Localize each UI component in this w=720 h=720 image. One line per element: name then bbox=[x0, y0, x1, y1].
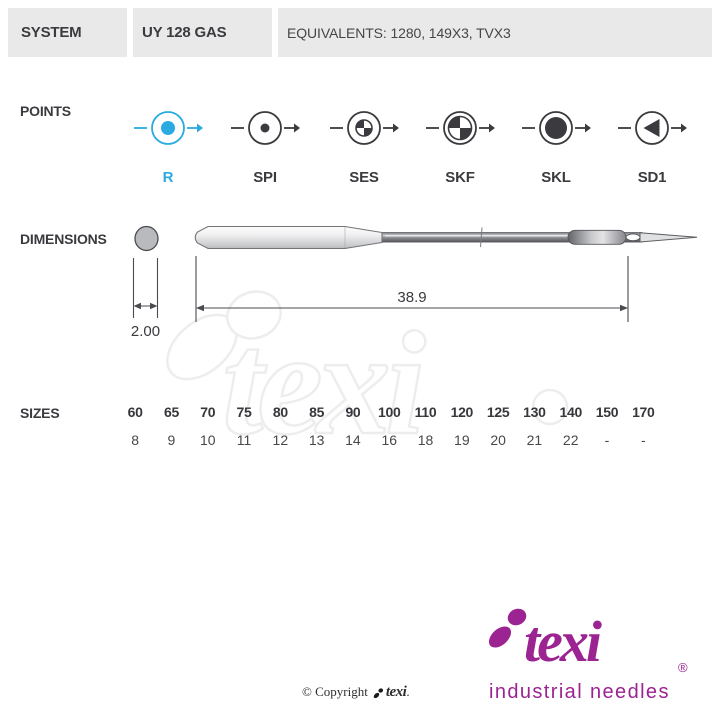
system-value-cell: UY 128 GAS bbox=[133, 8, 272, 57]
size-metric-cell: 70 bbox=[200, 404, 216, 420]
size-metric-cell: 75 bbox=[236, 404, 252, 420]
length-value: 38.9 bbox=[397, 289, 426, 306]
diameter-value: 2.00 bbox=[131, 323, 160, 340]
texi-logo-butterfly-icon bbox=[488, 608, 527, 648]
equivalents-text: EQUIVALENTS: 1280, 149X3, TVX3 bbox=[287, 24, 511, 41]
dimension-arrowhead bbox=[133, 302, 141, 310]
point-label-skf: SKF bbox=[445, 169, 475, 186]
dimension-arrowhead bbox=[196, 304, 204, 312]
needle-tip bbox=[639, 232, 698, 243]
texi-logo-wordmark: texi bbox=[524, 609, 602, 674]
point-item-skf: SKF bbox=[425, 104, 495, 186]
size-metric-cell: 125 bbox=[486, 404, 510, 420]
size-metric-cell: 80 bbox=[272, 404, 288, 420]
size-singer-cell: 19 bbox=[454, 432, 470, 448]
system-label: SYSTEM bbox=[21, 24, 82, 41]
tri-cut-point-icon bbox=[618, 111, 687, 145]
watermark-butterfly-wing bbox=[226, 290, 282, 340]
size-singer-cell: 10 bbox=[199, 432, 216, 448]
point-label-skl: SKL bbox=[541, 169, 571, 186]
registered-trademark-symbol: ® bbox=[678, 660, 688, 675]
size-metric-cell: 170 bbox=[632, 404, 655, 420]
needle-shank bbox=[194, 225, 383, 250]
copyright-brand: texi bbox=[385, 684, 407, 700]
size-singer-cell: 20 bbox=[490, 432, 506, 448]
point-label-ses: SES bbox=[349, 169, 379, 186]
size-metric-cell: 100 bbox=[377, 404, 401, 420]
copyright-period: . bbox=[406, 684, 410, 699]
special-ballpoint-icon bbox=[522, 111, 591, 145]
size-metric-cell: 150 bbox=[595, 404, 619, 420]
size-metric-cell: 110 bbox=[414, 404, 437, 420]
sharp-point-icon bbox=[231, 111, 300, 145]
point-label-r: R bbox=[162, 169, 174, 186]
length-dimension-lines bbox=[195, 256, 629, 322]
sizes-metric-row: 60 65 70 75 80 85 90 100 110 120 125 130… bbox=[117, 404, 661, 420]
size-singer-cell: 11 bbox=[236, 432, 252, 448]
point-item-skl: SKL bbox=[521, 104, 591, 186]
texi-logo-tagline: industrial needles bbox=[489, 681, 670, 703]
copyright-line: © Copyright texi. bbox=[302, 684, 410, 701]
size-singer-cell: 13 bbox=[308, 432, 325, 448]
light-ballpoint-icon bbox=[330, 111, 399, 145]
needle-eye bbox=[625, 233, 641, 242]
point-item-ses: SES bbox=[329, 104, 399, 186]
size-singer-cell: - bbox=[604, 432, 610, 448]
size-singer-cell: 9 bbox=[167, 432, 176, 448]
diameter-dimension-lines bbox=[132, 258, 159, 318]
needle-dimension-drawing: 2.00 38.9 bbox=[131, 225, 698, 340]
size-singer-cell: 16 bbox=[381, 432, 398, 448]
point-label-spi: SPI bbox=[253, 169, 277, 186]
size-metric-cell: 60 bbox=[127, 404, 143, 420]
system-label-cell: SYSTEM bbox=[8, 8, 127, 57]
size-singer-cell: 21 bbox=[526, 432, 543, 448]
point-label-sd1: SD1 bbox=[637, 169, 667, 186]
size-singer-cell: 14 bbox=[345, 432, 361, 448]
size-metric-cell: 140 bbox=[559, 404, 582, 420]
texi-watermark: texi bbox=[150, 285, 590, 490]
dimension-arrowhead bbox=[150, 302, 158, 310]
system-value: UY 128 GAS bbox=[142, 24, 227, 41]
point-item-spi: SPI bbox=[230, 104, 300, 186]
dimensions-section-label: DIMENSIONS bbox=[20, 231, 107, 247]
point-item-r: R bbox=[133, 104, 203, 186]
points-section-label: POINTS bbox=[20, 103, 71, 119]
shank-cross-section bbox=[134, 225, 159, 252]
equivalents-cell: EQUIVALENTS: 1280, 149X3, TVX3 bbox=[278, 8, 712, 57]
watermark-dot bbox=[531, 388, 569, 426]
texi-butterfly-icon bbox=[373, 687, 383, 698]
needle-eye-bulge bbox=[567, 229, 627, 245]
point-item-sd1: SD1 bbox=[617, 104, 687, 186]
size-metric-cell: 85 bbox=[309, 404, 325, 420]
size-singer-cell: 12 bbox=[272, 432, 289, 448]
size-metric-cell: 120 bbox=[450, 404, 474, 420]
copyright-text: © Copyright bbox=[302, 684, 368, 699]
size-metric-cell: 90 bbox=[345, 404, 361, 420]
sizes-section-label: SIZES bbox=[20, 405, 60, 421]
size-singer-cell: 22 bbox=[562, 432, 579, 448]
size-metric-cell: 65 bbox=[163, 404, 179, 420]
watermark-text: texi bbox=[222, 302, 426, 466]
sizes-singer-row: 8 9 10 11 12 13 14 16 18 19 20 21 22 - - bbox=[117, 432, 661, 448]
size-singer-cell: - bbox=[640, 432, 646, 448]
round-point-icon bbox=[134, 111, 203, 145]
texi-watermark-graphic: texi bbox=[166, 290, 569, 467]
dimension-arrowhead bbox=[620, 304, 628, 312]
size-singer-cell: 18 bbox=[417, 432, 434, 448]
heavy-ballpoint-icon bbox=[426, 111, 495, 145]
size-metric-cell: 130 bbox=[523, 404, 546, 420]
size-singer-cell: 8 bbox=[131, 432, 140, 448]
